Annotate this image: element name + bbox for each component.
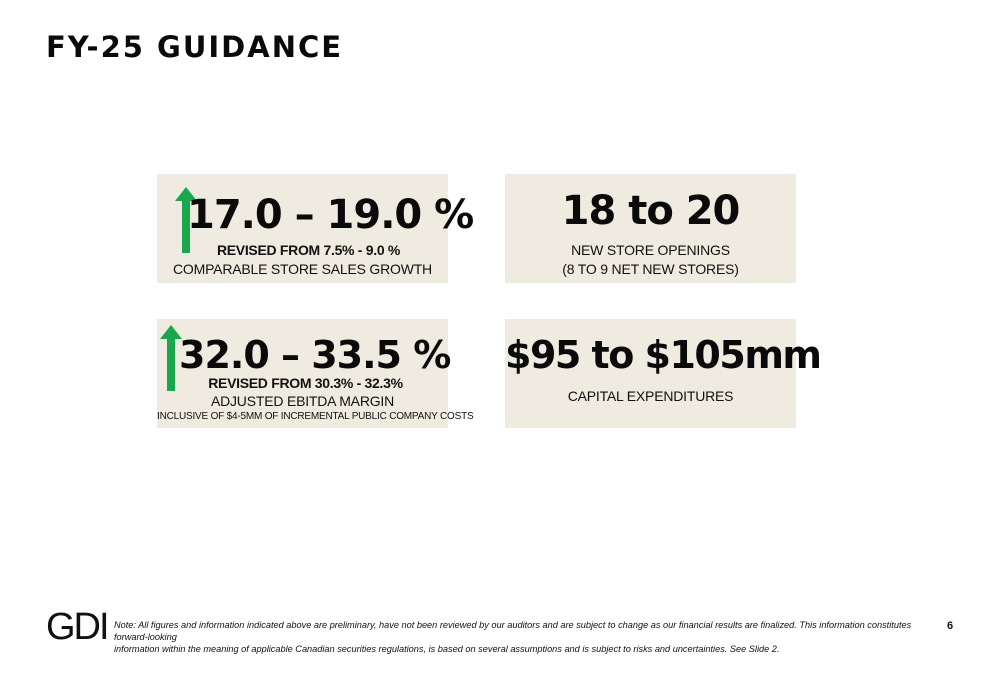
ebitda-margin-value: 32.0 – 33.5 % bbox=[179, 333, 451, 377]
comparable-sales-value: 17.0 – 19.0 % bbox=[187, 192, 474, 238]
up-arrow-icon bbox=[175, 187, 197, 253]
comparable-sales-label: COMPARABLE STORE SALES GROWTH bbox=[173, 261, 432, 277]
disclaimer-note: Note: All figures and information indica… bbox=[114, 619, 914, 655]
up-arrow-icon bbox=[160, 325, 182, 391]
disclaimer-line-2: information within the meaning of applic… bbox=[114, 644, 780, 654]
capex-label: CAPITAL EXPENDITURES bbox=[567, 388, 734, 404]
store-openings-card: 18 to 20 NEW STORE OPENINGS (8 TO 9 NET … bbox=[505, 174, 796, 283]
company-logo: GDI bbox=[46, 606, 110, 648]
store-openings-label: NEW STORE OPENINGS bbox=[571, 242, 730, 258]
disclaimer-line-1: Note: All figures and information indica… bbox=[114, 620, 912, 642]
store-openings-value: 18 to 20 bbox=[561, 188, 741, 234]
capex-value: $95 to $105mm bbox=[505, 333, 822, 377]
comparable-sales-revised: REVISED FROM 7.5% - 9.0 % bbox=[216, 242, 401, 258]
ebitda-margin-footnote: INCLUSIVE OF $4-5MM OF INCREMENTAL PUBLI… bbox=[157, 411, 474, 422]
comparable-sales-card: 17.0 – 19.0 % REVISED FROM 7.5% - 9.0 % … bbox=[157, 174, 474, 283]
page-title: FY-25 GUIDANCE bbox=[46, 30, 344, 64]
ebitda-margin-card: 32.0 – 33.5 % REVISED FROM 30.3% - 32.3%… bbox=[157, 319, 474, 428]
store-openings-sublabel: (8 TO 9 NET NEW STORES) bbox=[562, 261, 739, 277]
capex-card: $95 to $105mm CAPITAL EXPENDITURES bbox=[505, 319, 822, 428]
ebitda-margin-revised: REVISED FROM 30.3% - 32.3% bbox=[208, 375, 403, 391]
page-number: 6 bbox=[947, 620, 954, 632]
ebitda-margin-label: ADJUSTED EBITDA MARGIN bbox=[210, 393, 395, 409]
